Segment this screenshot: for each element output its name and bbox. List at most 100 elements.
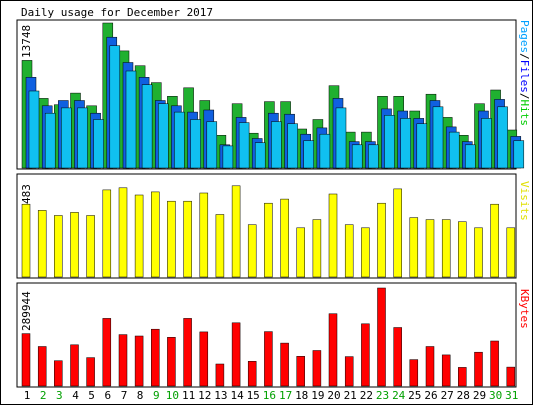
pages-bar-day-18	[303, 140, 314, 169]
kbytes-bar-day-20	[328, 313, 338, 387]
visits-bar-day-22	[361, 227, 370, 278]
visits-bar-day-16	[264, 202, 273, 278]
hits-panel-ylabel-part: Files	[518, 60, 531, 93]
pages-bar-day-9	[158, 103, 169, 169]
kbytes-bar-day-31	[506, 366, 516, 387]
kbytes-bar-day-18	[296, 356, 305, 387]
pages-bar-day-14	[238, 122, 250, 169]
pages-bar-day-20	[335, 107, 347, 169]
visits-bar-day-6	[102, 189, 112, 278]
x-tick-label-day-14: 14	[230, 389, 244, 402]
pages-bar-day-4	[77, 107, 88, 169]
pages-bar-day-24	[400, 118, 411, 169]
x-tick-label-day-2: 2	[40, 389, 47, 402]
pages-bar-day-23	[384, 115, 395, 169]
kbytes-bar-day-6	[102, 318, 112, 387]
x-tick-label-day-11: 11	[182, 389, 195, 402]
pages-bar-day-7	[125, 70, 137, 169]
kbytes-bar-day-2	[37, 346, 47, 387]
visits-bar-day-14	[231, 185, 241, 278]
pages-bar-day-19	[319, 133, 331, 169]
pages-bar-day-11	[190, 119, 201, 169]
pages-bar-day-6	[109, 45, 121, 169]
hits-panel-ylabel: Pages/Files/Hits	[518, 20, 531, 126]
visits-bar-day-8	[134, 194, 144, 278]
visits-bar-day-27	[441, 219, 451, 278]
kbytes-bar-day-10	[167, 337, 176, 387]
visits-bar-day-23	[377, 202, 386, 278]
pages-bar-day-3	[61, 107, 72, 169]
pages-bar-day-31	[513, 140, 525, 169]
visits-bar-day-3	[54, 215, 63, 278]
x-tick-label-day-24: 24	[392, 389, 406, 402]
x-tick-label-day-9: 9	[153, 389, 160, 402]
visits-bar-day-24	[393, 188, 402, 278]
x-tick-label-day-23: 23	[376, 389, 389, 402]
pages-bar-day-5	[93, 119, 104, 169]
kbytes-bar-day-12	[199, 331, 209, 387]
kbytes-bar-day-5	[86, 357, 95, 387]
visits-panel-ylabel: Visits	[518, 181, 531, 221]
kbytes-bar-day-17	[280, 342, 289, 387]
pages-bar-day-28	[465, 144, 476, 169]
chart-title: Daily usage for December 2017	[21, 6, 213, 19]
visits-bar-day-17	[280, 198, 289, 278]
pages-bar-day-10	[174, 111, 185, 169]
kbytes-bar-day-7	[118, 334, 128, 387]
hits-panel-ymax-label: 13748	[20, 25, 33, 58]
kbytes-bar-day-29	[474, 351, 483, 387]
kbytes-bar-day-26	[425, 346, 435, 387]
pages-bar-day-21	[351, 144, 363, 169]
kbytes-bar-day-11	[183, 318, 192, 387]
x-tick-label-day-20: 20	[327, 389, 340, 402]
x-tick-label-day-5: 5	[88, 389, 95, 402]
x-tick-label-day-27: 27	[441, 389, 454, 402]
kbytes-bar-day-27	[441, 354, 451, 387]
x-tick-label-day-16: 16	[263, 389, 276, 402]
visits-bar-day-21	[344, 224, 354, 278]
x-tick-label-day-26: 26	[424, 389, 437, 402]
kbytes-bar-day-22	[361, 323, 370, 387]
hits-panel-ylabel-part: /	[518, 93, 531, 100]
visits-bar-day-19	[312, 219, 322, 278]
pages-bar-day-8	[141, 84, 153, 169]
kbytes-bar-day-1	[21, 333, 31, 387]
x-tick-label-day-25: 25	[408, 389, 421, 402]
x-tick-label-day-19: 19	[311, 389, 324, 402]
visits-panel-ymax-label: 483	[20, 184, 33, 204]
pages-bar-day-26	[432, 106, 444, 169]
x-tick-label-day-17: 17	[279, 389, 292, 402]
pages-bar-day-25	[416, 123, 428, 169]
visits-bar-day-31	[506, 227, 516, 278]
visits-bar-day-10	[167, 200, 176, 278]
pages-bar-day-17	[287, 123, 298, 169]
kbytes-panel-ylabel: KBytes	[518, 289, 531, 329]
visits-bar-day-20	[328, 193, 338, 278]
kbytes-bar-day-24	[393, 327, 402, 387]
pages-bar-day-1	[28, 90, 40, 169]
kbytes-bar-day-23	[377, 287, 386, 387]
hits-panel-ylabel-part: Hits	[518, 100, 531, 127]
visits-bar-day-26	[425, 219, 435, 278]
visits-bar-day-9	[151, 191, 160, 278]
x-tick-label-day-6: 6	[104, 389, 111, 402]
kbytes-panel-ymax-label: 289944	[20, 291, 33, 331]
visits-bar-day-4	[70, 212, 79, 278]
x-tick-label-day-8: 8	[137, 389, 144, 402]
kbytes-bar-day-13	[215, 363, 225, 387]
visits-bar-day-5	[86, 215, 95, 278]
x-tick-label-day-30: 30	[489, 389, 502, 402]
x-tick-label-day-31: 31	[505, 389, 518, 402]
x-tick-label-day-7: 7	[121, 389, 128, 402]
x-tick-label-day-29: 29	[473, 389, 486, 402]
x-tick-label-day-1: 1	[24, 389, 31, 402]
x-tick-label-day-3: 3	[56, 389, 63, 402]
kbytes-bar-day-30	[490, 340, 499, 387]
visits-bar-day-30	[490, 203, 499, 278]
kbytes-bar-day-25	[409, 359, 419, 387]
pages-bar-day-2	[44, 112, 56, 169]
kbytes-bar-day-28	[458, 367, 467, 387]
kbytes-bar-day-16	[264, 331, 273, 387]
